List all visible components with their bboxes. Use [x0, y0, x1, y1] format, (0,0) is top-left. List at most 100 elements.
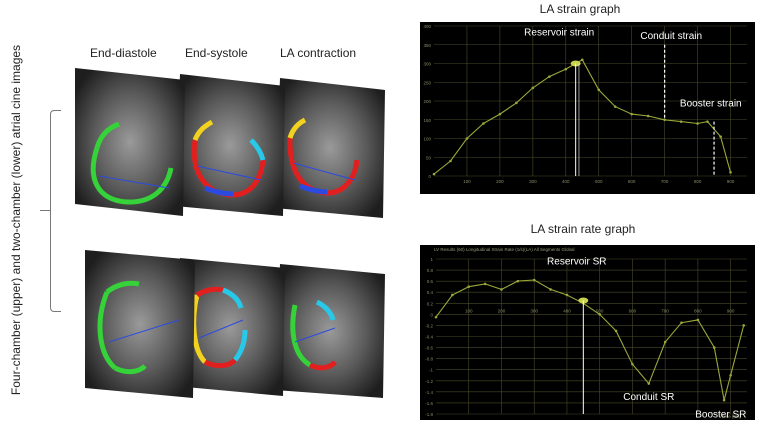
mri-four-chamber-end-diastole [75, 68, 185, 216]
y-tick-label: 400 [423, 24, 431, 29]
x-tick-label: 700 [661, 179, 669, 184]
x-tick-label: 400 [562, 179, 570, 184]
x-tick-label: 900 [727, 308, 735, 313]
data-point [531, 86, 535, 90]
data-point [729, 170, 732, 174]
x-tick-label: 800 [694, 179, 702, 184]
strain-rate-graph: 1 0.8 0.6 0.4 0.2 0 -0.2 -0.4 -0.6 -0.8 -1 -1.2 -1.4… [420, 245, 755, 420]
data-point [498, 112, 502, 116]
side-label: Four-chamber (upper) and two-chamber (lo… [9, 44, 23, 396]
x-tick-label: 800 [694, 308, 702, 313]
x-tick-label: 700 [661, 308, 669, 313]
col-title-end-systole: End-systole [185, 46, 248, 60]
reservoir-sr-marker [578, 297, 589, 304]
reservoir-sr-label: Reservoir SR [547, 257, 606, 268]
x-tick-label: 100 [465, 308, 473, 313]
data-point [482, 122, 485, 125]
y-tick-label: -1.6 [425, 401, 433, 406]
strain-rate-graph-title: LA strain rate graph [530, 222, 636, 236]
data-point [719, 135, 722, 138]
data-point [580, 58, 584, 62]
graph-header: LV Results (60) Longitudinal Strain Rate… [434, 247, 574, 252]
booster-strain-label: Booster strain [680, 99, 742, 110]
row-bracket [50, 110, 61, 312]
data-point [549, 288, 552, 291]
mri-four-chamber-la-contraction [275, 78, 385, 218]
data-point [630, 112, 633, 116]
y-tick-label: 100 [423, 137, 431, 142]
x-tick-label: 500 [596, 308, 604, 313]
conduit-sr-label: Conduit SR [623, 392, 674, 403]
y-tick-label: 0 [430, 312, 433, 317]
y-tick-label: 350 [423, 43, 431, 48]
data-point [742, 324, 746, 327]
data-point [696, 122, 699, 125]
y-tick-label: 0.4 [427, 290, 434, 295]
y-tick-label: 1 [430, 257, 433, 262]
col-title-end-diastole: End-diastole [90, 46, 157, 60]
y-tick-label: 250 [423, 80, 431, 85]
x-tick-label: 200 [496, 179, 504, 184]
data-point [706, 120, 709, 123]
x-axis-label: Time (ms) [721, 414, 742, 419]
strain-graph: 400 350 300 250 200 150 100 50 0 100 200 300 400 500 6… [420, 22, 755, 194]
x-tick-label: 200 [498, 308, 506, 313]
y-tick-label: -0.6 [425, 346, 433, 351]
data-point [729, 373, 732, 377]
data-point [532, 278, 536, 282]
mri-four-chamber-end-systole [175, 74, 285, 216]
y-tick-label: 0 [428, 174, 431, 179]
y-tick-label: -0.2 [425, 323, 433, 328]
data-point [565, 293, 569, 297]
x-tick-label: 600 [629, 308, 637, 313]
y-tick-label: -1.2 [425, 379, 433, 384]
data-point [631, 362, 634, 366]
y-tick-label: 200 [423, 99, 431, 104]
data-point [614, 329, 618, 333]
data-point [663, 340, 667, 344]
data-point [516, 279, 520, 283]
x-tick-label: 900 [727, 179, 735, 184]
x-tick-label: 400 [563, 308, 571, 313]
reservoir-strain-label: Reservoir strain [524, 27, 594, 38]
y-tick-label: 50 [426, 155, 432, 160]
data-point [712, 346, 716, 349]
data-point [465, 137, 469, 140]
conduit-strain-label: Conduit strain [640, 31, 702, 42]
data-point [680, 321, 683, 324]
y-tick-label: 0.8 [427, 268, 434, 273]
series-line [435, 279, 745, 401]
data-point [515, 101, 518, 105]
x-tick-label: 500 [595, 179, 603, 184]
booster-sr-label: Booster SR [695, 409, 746, 420]
data-point [483, 282, 487, 286]
data-point [696, 318, 700, 322]
data-point [467, 285, 471, 288]
mri-two-chamber-end-systole [175, 258, 285, 396]
data-point [451, 293, 454, 297]
y-tick-label: 0.6 [427, 279, 434, 284]
y-tick-label: -0.8 [425, 357, 433, 362]
mri-two-chamber-end-diastole [85, 250, 195, 398]
data-point [646, 114, 650, 118]
data-point [647, 382, 651, 385]
y-tick-label: -1 [429, 368, 433, 373]
y-tick-label: 150 [423, 118, 431, 123]
x-tick-label: 600 [628, 179, 636, 184]
data-point [432, 172, 436, 176]
col-title-la-contraction: LA contraction [280, 46, 357, 60]
two-chamber-images [85, 250, 385, 398]
y-tick-label: -1.4 [425, 390, 433, 395]
data-point [613, 105, 617, 108]
four-chamber-images [75, 68, 385, 218]
y-tick-label: -0.4 [425, 335, 433, 340]
data-point [598, 313, 601, 316]
x-tick-label: 300 [529, 179, 537, 184]
x-tick-label: 300 [530, 308, 538, 313]
data-point [564, 67, 568, 71]
data-point [434, 315, 438, 319]
strain-rate-graph-svg: 1 0.8 0.6 0.4 0.2 0 -0.2 -0.4 -0.6 -0.8 -1 -1.2 -1.4… [425, 247, 747, 420]
row-bracket-tick [40, 210, 50, 211]
data-point [679, 120, 683, 123]
